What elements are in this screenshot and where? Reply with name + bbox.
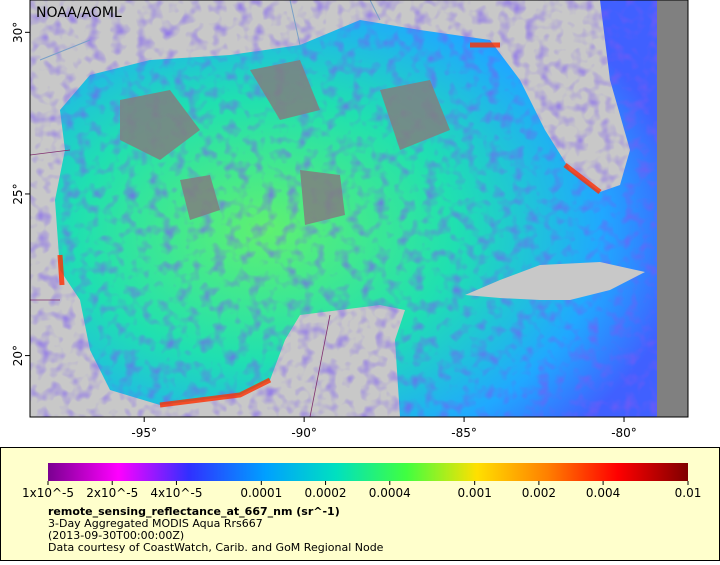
- cloud-mask: [120, 60, 450, 225]
- colorbar-tick-label: 2x10^-5: [86, 486, 138, 500]
- borders: [30, 149, 331, 417]
- map: [30, 0, 688, 417]
- y-tick-label: 30°: [11, 22, 25, 43]
- coastal-high: [57, 42, 602, 408]
- x-tick-label: -90°: [291, 426, 317, 440]
- legend-line: 3-Day Aggregated MODIS Aqua Rrs667: [48, 517, 263, 530]
- colorbar-tick-label: 0.0004: [369, 486, 411, 500]
- colorbar-tick-label: 0.0001: [240, 486, 282, 500]
- colorbar-tick-label: 0.0002: [305, 486, 347, 500]
- x-tick-label: -95°: [131, 426, 157, 440]
- rivers: [39, 0, 381, 61]
- credit: NOAA/AOML: [36, 5, 122, 21]
- y-tick-label: 20°: [11, 345, 25, 366]
- y-tick-label: 25°: [11, 183, 25, 204]
- x-tick-label: -85°: [451, 426, 477, 440]
- colorbar-tick-label: 0.001: [457, 486, 491, 500]
- water-texture: [55, 0, 657, 417]
- colorbar-tick-label: 4x10^-5: [150, 486, 202, 500]
- x-tick-label: -80°: [611, 426, 637, 440]
- legend-line: (2013-09-30T00:00:00Z): [48, 529, 184, 542]
- legend-variable: remote_sensing_reflectance_at_667_nm (sr…: [48, 505, 340, 518]
- no-data: [657, 0, 688, 417]
- cuba: [465, 262, 645, 300]
- legend-line: Data courtesy of CoastWatch, Carib. and …: [48, 541, 384, 554]
- map-frame: [29, 0, 689, 418]
- colorbar: [48, 463, 688, 481]
- colorbar-tick-label: 1x10^-5: [22, 486, 74, 500]
- colorbar-tick-label: 0.01: [675, 486, 702, 500]
- colorbar-tick-label: 0.004: [586, 486, 620, 500]
- colorbar-tick-label: 0.002: [522, 486, 556, 500]
